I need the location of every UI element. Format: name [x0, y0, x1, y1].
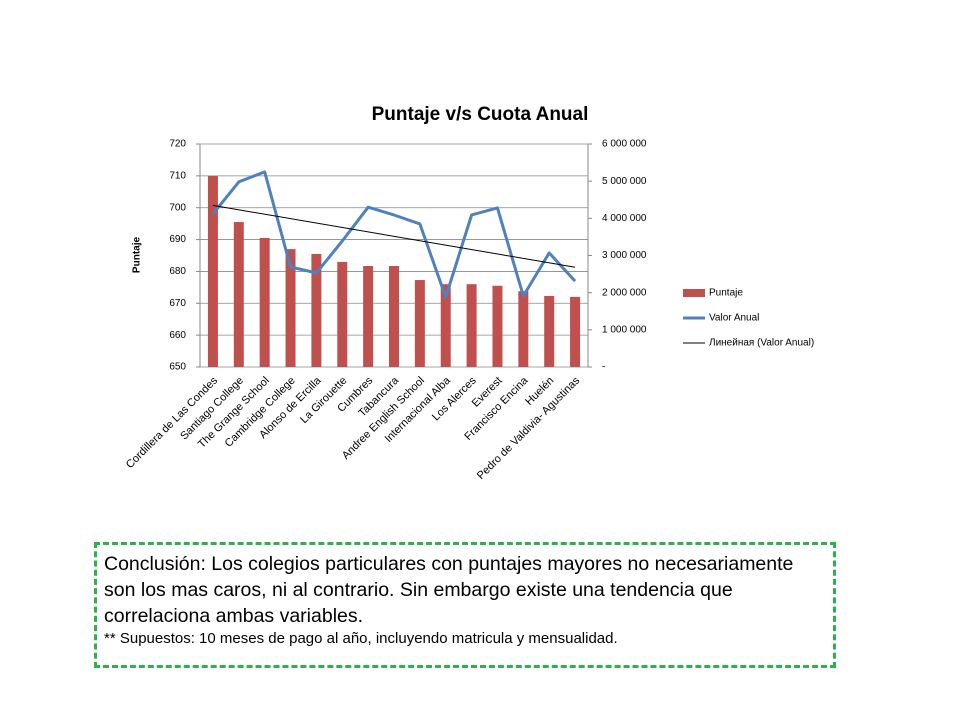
bar — [259, 237, 270, 367]
bar — [389, 266, 399, 367]
y-tick-label: 720 — [169, 139, 186, 150]
y-tick-label: 660 — [169, 330, 186, 341]
bar — [518, 291, 529, 367]
legend-label: Линейная (Valor Anual) — [709, 338, 814, 349]
y2-tick-label: 4 000 000 — [602, 213, 647, 224]
y2-tick-label: 1 000 000 — [602, 324, 647, 335]
conclusion-box: Conclusión: Los colegios particulares co… — [94, 542, 836, 668]
bar — [570, 296, 581, 367]
y2-tick-label: 5 000 000 — [602, 176, 647, 187]
bar — [466, 284, 477, 367]
y-tick-label: 710 — [169, 170, 186, 181]
bar — [414, 280, 425, 367]
bar — [440, 284, 451, 367]
bar — [233, 222, 244, 367]
chart-title: Puntaje v/s Cuota Anual — [372, 104, 589, 125]
bar — [337, 261, 348, 367]
legend-label: Valor Anual — [709, 313, 759, 324]
line — [211, 170, 577, 299]
bar — [492, 285, 503, 367]
y-tick-label: 650 — [169, 362, 186, 373]
y2-tick-label: 2 000 000 — [602, 287, 647, 298]
bar — [285, 249, 296, 367]
trendline — [212, 204, 576, 268]
bar — [363, 266, 374, 367]
bar — [311, 253, 322, 367]
y-tick-label: 680 — [169, 266, 186, 277]
y-tick-label: 690 — [169, 234, 186, 245]
bar — [544, 295, 555, 367]
legend-swatch — [683, 289, 705, 297]
conclusion-note: ** Supuestos: 10 meses de pago al año, i… — [104, 630, 618, 647]
y-tick-label: 700 — [169, 202, 186, 213]
y2-tick-label: 3 000 000 — [602, 250, 647, 261]
bar — [207, 175, 218, 367]
conclusion-text: Conclusión: Los colegios particulares co… — [104, 553, 794, 627]
y2-tick-label: 6 000 000 — [602, 139, 647, 150]
y2-tick-label: - — [602, 362, 605, 373]
y-axis-title: Puntaje — [132, 237, 143, 274]
legend-label: Puntaje — [709, 288, 743, 299]
y-tick-label: 670 — [169, 298, 186, 309]
